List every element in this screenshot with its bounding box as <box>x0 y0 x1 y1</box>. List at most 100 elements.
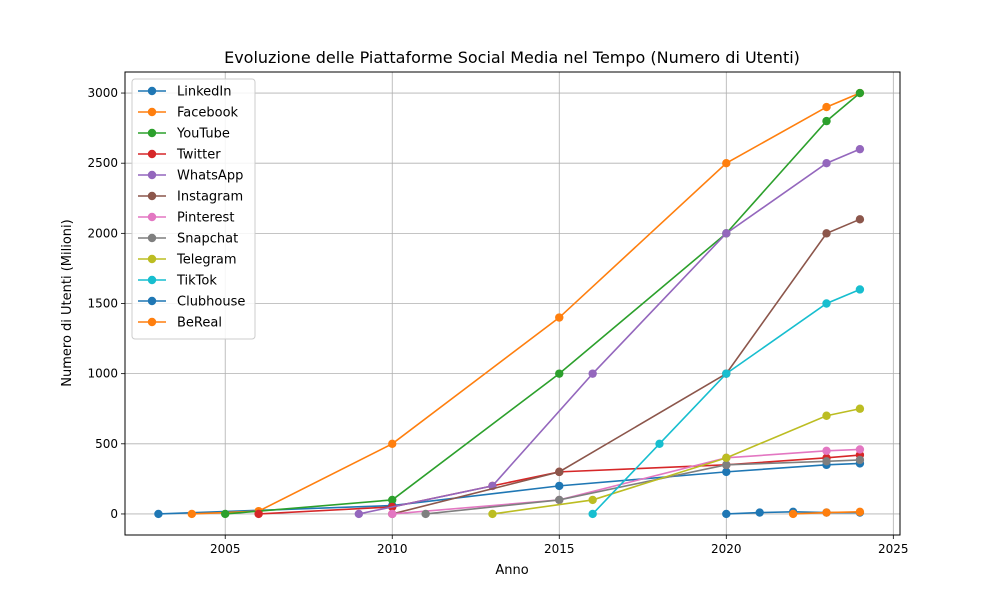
series-snapchat <box>421 455 865 519</box>
x-axis-label: Anno <box>495 563 528 578</box>
legend-label: Twitter <box>176 148 221 163</box>
data-point <box>388 495 397 505</box>
data-point <box>855 215 865 224</box>
legend-marker <box>147 254 157 264</box>
x-tick-label: 2005 <box>210 542 241 556</box>
data-point <box>855 404 865 413</box>
y-tick-label: 1000 <box>87 367 118 381</box>
legend-item: Telegram <box>138 253 237 268</box>
legend-item: Clubhouse <box>138 295 245 310</box>
data-point <box>822 299 831 308</box>
data-point <box>755 508 764 517</box>
y-tick-label: 500 <box>95 437 118 451</box>
data-point <box>254 509 263 519</box>
legend-label: Instagram <box>177 190 243 205</box>
data-point <box>354 509 364 519</box>
y-tick-label: 2500 <box>87 156 118 170</box>
data-point <box>822 411 831 420</box>
legend-marker <box>147 128 157 138</box>
y-tick-label: 1500 <box>87 297 118 311</box>
legend-marker <box>147 191 157 201</box>
legend-label: LinkedIn <box>177 85 231 100</box>
legend-marker <box>147 170 157 180</box>
data-point <box>555 481 564 491</box>
plot-frame <box>124 71 901 536</box>
legend-item: BeReal <box>138 316 222 331</box>
data-point <box>722 369 731 378</box>
data-point <box>555 495 564 505</box>
legend-label: YouTube <box>176 127 230 142</box>
legend-label: TikTok <box>176 274 217 289</box>
chart-title: Evoluzione delle Piattaforme Social Medi… <box>224 48 800 67</box>
data-point <box>822 508 831 517</box>
data-point <box>588 509 597 519</box>
series-tiktok <box>588 285 865 519</box>
data-point <box>722 509 731 519</box>
data-point <box>822 102 831 112</box>
y-tick-label: 2000 <box>87 226 118 240</box>
data-point <box>588 495 597 505</box>
legend-label: WhatsApp <box>177 169 243 184</box>
data-point <box>722 453 731 463</box>
data-point <box>855 285 865 294</box>
legend-marker <box>147 86 157 96</box>
legend-label: Snapchat <box>177 232 238 247</box>
data-point <box>722 229 731 238</box>
y-axis-label: Numero di Utenti (Milioni) <box>60 219 75 386</box>
legend-item: TikTok <box>138 274 217 289</box>
legend-marker <box>147 275 157 285</box>
x-tick-label: 2025 <box>878 542 909 556</box>
legend-item: Facebook <box>138 106 239 121</box>
data-point <box>488 509 497 519</box>
x-tick-label: 2015 <box>544 542 575 556</box>
series-whatsapp <box>354 144 865 519</box>
data-point <box>588 369 597 378</box>
legend-marker <box>147 107 157 117</box>
legend-item: Instagram <box>138 190 243 205</box>
legend-item: Twitter <box>138 148 221 163</box>
series-instagram <box>388 215 865 519</box>
data-point <box>388 509 397 519</box>
data-point <box>655 439 664 449</box>
x-tick-label: 2020 <box>711 542 742 556</box>
legend: LinkedIn Facebook YouTube Twitter WhatsApp In… <box>131 78 256 340</box>
series-pinterest <box>388 445 865 519</box>
legend-item: LinkedIn <box>138 85 231 100</box>
data-point <box>555 369 564 378</box>
x-tick-label: 2010 <box>377 542 408 556</box>
series-line <box>158 462 860 515</box>
legend-label: Facebook <box>177 106 239 121</box>
data-point <box>788 509 798 519</box>
legend-item: Snapchat <box>138 232 238 247</box>
legend-item: YouTube <box>138 127 230 142</box>
data-point <box>822 158 831 168</box>
legend-marker <box>147 149 157 159</box>
data-point <box>822 457 831 466</box>
legend-marker <box>147 212 157 222</box>
data-point <box>855 88 865 98</box>
legend-item: Pinterest <box>138 211 234 226</box>
data-point <box>722 158 731 168</box>
data-point <box>187 509 197 519</box>
legend-item: WhatsApp <box>138 169 243 184</box>
legend-label: Clubhouse <box>177 295 245 310</box>
data-point <box>855 507 865 517</box>
data-point <box>555 467 564 477</box>
legend-label: BeReal <box>177 316 222 331</box>
series-group <box>154 88 865 519</box>
data-point <box>822 229 831 238</box>
legend-marker <box>147 296 157 306</box>
data-point <box>855 455 865 465</box>
data-point <box>722 460 731 470</box>
data-point <box>722 467 731 477</box>
series-telegram <box>488 404 865 519</box>
y-tick-label: 0 <box>110 507 118 521</box>
y-axis-ticks: 0 500 1000 1500 2000 2500 3000 <box>87 86 125 521</box>
data-point <box>421 509 430 519</box>
legend-marker <box>147 317 157 327</box>
y-tick-label: 3000 <box>87 86 118 100</box>
legend-marker <box>147 233 157 243</box>
series-line <box>392 448 860 515</box>
x-axis-ticks: 2005 2010 2015 2020 2025 <box>210 535 909 556</box>
